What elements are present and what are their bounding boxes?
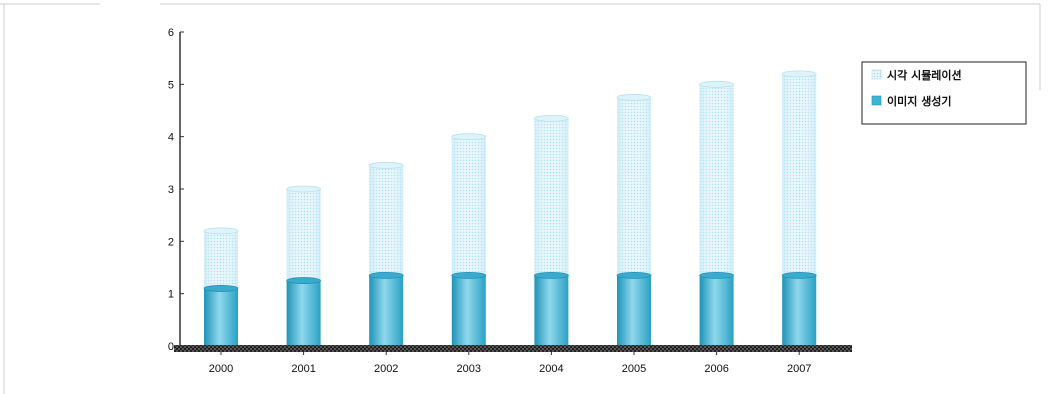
bar-segment-image-generator: [369, 275, 404, 346]
bars-group: [203, 70, 817, 346]
y-tick-label: 4: [168, 132, 174, 144]
bar-cap-image-generator: [534, 271, 569, 279]
bar-cap-image-generator: [781, 271, 817, 279]
bar-cap-visual-simulation: [451, 133, 487, 141]
bar-cap-visual-simulation: [203, 227, 239, 235]
bar-segment-visual-simulation-shade: [286, 189, 321, 281]
legend-box: [861, 61, 1027, 125]
y-tick-label: 3: [168, 184, 174, 196]
x-tick-label-2006: 2006: [704, 363, 728, 375]
bar-cap-image-generator: [616, 271, 652, 279]
bar-segment-image-generator: [451, 275, 486, 346]
y-tick-label: 2: [168, 236, 174, 248]
legend-label-visual-simulation: 시각 시뮬레이션: [887, 68, 962, 82]
x-tick-label-2002: 2002: [374, 363, 398, 375]
bar-2007: [781, 70, 817, 346]
bar-2005: [616, 94, 652, 346]
bar-cap-image-generator: [699, 271, 734, 279]
bar-segment-visual-simulation-shade: [782, 73, 817, 276]
bar-2004: [534, 114, 569, 346]
y-tick-label: 6: [168, 27, 174, 39]
x-tick-label-2001: 2001: [291, 363, 315, 375]
bar-segment-image-generator: [286, 280, 321, 346]
bar-segment-image-generator: [617, 275, 651, 346]
x-tick-label-2003: 2003: [457, 363, 481, 375]
legend-label-image-generator: 이미지 생성기: [887, 94, 952, 108]
bar-segment-visual-simulation-shade: [534, 118, 569, 276]
x-tick-label-2000: 2000: [209, 363, 233, 375]
bar-segment-visual-simulation-shade: [617, 97, 651, 276]
bar-cap-visual-simulation: [286, 185, 322, 193]
bar-segment-image-generator: [699, 275, 734, 346]
bar-cap-visual-simulation: [699, 80, 734, 88]
bar-cap-visual-simulation: [368, 162, 404, 169]
y-tick-label: 0: [168, 341, 174, 353]
bar-segment-visual-simulation-shade: [699, 84, 734, 276]
bar-2000: [203, 227, 239, 346]
bar-cap-image-generator: [203, 285, 239, 292]
x-tick-label-2004: 2004: [539, 363, 563, 375]
bar-segment-visual-simulation-shade: [451, 136, 486, 276]
legend-swatch-image-generator: [871, 95, 882, 106]
bar-cap-image-generator: [286, 277, 322, 284]
x-axis: 2000 2001 2002 2003 2004 2005 2006 2007: [209, 352, 811, 375]
bar-2002: [368, 162, 404, 346]
bar-cap-visual-simulation: [616, 94, 652, 101]
x-tick-label-2007: 2007: [787, 363, 811, 375]
bar-2003: [451, 133, 487, 346]
bar-segment-visual-simulation-shade: [369, 165, 404, 276]
bar-segment-visual-simulation-shade: [204, 230, 238, 289]
y-tick-label: 5: [168, 79, 174, 91]
y-axis: 0 1 2 3 4 5 6: [168, 27, 184, 353]
baseline-slab: [174, 345, 852, 352]
bar-segment-image-generator: [782, 275, 817, 346]
bar-2006: [699, 80, 734, 346]
x-axis-baseline: [174, 345, 852, 352]
bar-segment-image-generator: [534, 275, 569, 346]
bar-2001: [286, 185, 322, 346]
x-tick-label-2005: 2005: [622, 363, 646, 375]
legend-swatch-visual-simulation: [871, 69, 882, 80]
bar-cap-image-generator: [368, 271, 404, 279]
bar-cap-visual-simulation: [781, 70, 817, 78]
bar-cap-visual-simulation: [534, 114, 569, 122]
bar-cap-image-generator: [451, 271, 487, 279]
bar-segment-image-generator: [204, 288, 238, 346]
y-tick-label: 1: [168, 289, 174, 301]
